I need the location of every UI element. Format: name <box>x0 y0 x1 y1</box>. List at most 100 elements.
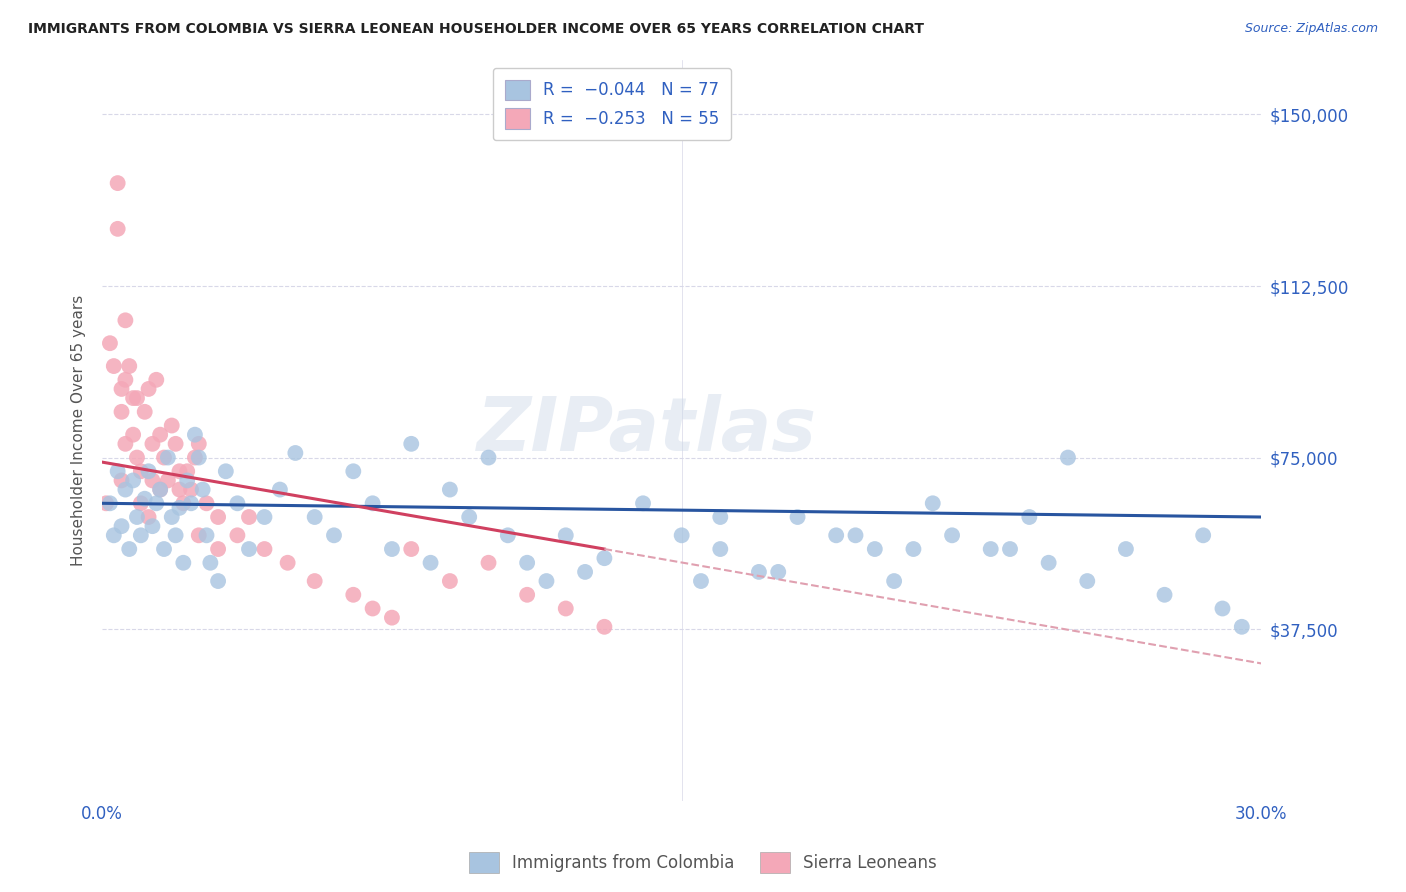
Point <box>172 496 194 510</box>
Point <box>207 574 229 588</box>
Point <box>138 464 160 478</box>
Point <box>149 427 172 442</box>
Point <box>141 474 163 488</box>
Point <box>238 510 260 524</box>
Point <box>122 427 145 442</box>
Point <box>187 528 209 542</box>
Point <box>941 528 963 542</box>
Point <box>134 405 156 419</box>
Legend: R =  −0.044   N = 77, R =  −0.253   N = 55: R = −0.044 N = 77, R = −0.253 N = 55 <box>494 68 731 140</box>
Point <box>269 483 291 497</box>
Point <box>169 464 191 478</box>
Point <box>176 474 198 488</box>
Point <box>149 483 172 497</box>
Point <box>114 483 136 497</box>
Point <box>419 556 441 570</box>
Point <box>110 382 132 396</box>
Point <box>477 556 499 570</box>
Point <box>187 437 209 451</box>
Point <box>439 574 461 588</box>
Point <box>593 551 616 566</box>
Text: ZIPatlas: ZIPatlas <box>477 393 817 467</box>
Point <box>399 437 422 451</box>
Point <box>1115 542 1137 557</box>
Point <box>165 528 187 542</box>
Point <box>631 496 654 510</box>
Point <box>184 427 207 442</box>
Point <box>114 373 136 387</box>
Point <box>176 464 198 478</box>
Point <box>103 528 125 542</box>
Point <box>122 474 145 488</box>
Point <box>145 373 167 387</box>
Point <box>153 542 176 557</box>
Point <box>215 464 238 478</box>
Point <box>342 464 364 478</box>
Point <box>496 528 519 542</box>
Point <box>1057 450 1080 465</box>
Point <box>226 496 249 510</box>
Point <box>172 556 194 570</box>
Legend: Immigrants from Colombia, Sierra Leoneans: Immigrants from Colombia, Sierra Leonean… <box>463 846 943 880</box>
Point <box>574 565 596 579</box>
Point <box>107 222 129 236</box>
Point <box>825 528 848 542</box>
Point <box>207 510 229 524</box>
Point <box>921 496 943 510</box>
Point <box>748 565 770 579</box>
Point <box>165 437 187 451</box>
Point <box>145 496 167 510</box>
Point <box>118 359 141 373</box>
Point <box>160 510 183 524</box>
Point <box>593 620 616 634</box>
Point <box>323 528 346 542</box>
Point <box>141 437 163 451</box>
Text: Source: ZipAtlas.com: Source: ZipAtlas.com <box>1244 22 1378 36</box>
Point <box>187 450 209 465</box>
Point <box>709 542 731 557</box>
Point <box>169 500 191 515</box>
Point <box>690 574 713 588</box>
Point <box>399 542 422 557</box>
Point <box>477 450 499 465</box>
Point <box>110 474 132 488</box>
Point <box>238 542 260 557</box>
Point <box>153 450 176 465</box>
Point <box>1230 620 1253 634</box>
Point <box>536 574 558 588</box>
Point <box>169 483 191 497</box>
Point <box>1018 510 1040 524</box>
Point <box>134 491 156 506</box>
Point <box>439 483 461 497</box>
Point <box>304 574 326 588</box>
Point <box>768 565 790 579</box>
Point <box>284 446 307 460</box>
Point <box>103 359 125 373</box>
Point <box>125 450 148 465</box>
Point <box>1211 601 1233 615</box>
Point <box>381 542 404 557</box>
Point <box>184 450 207 465</box>
Point <box>160 418 183 433</box>
Point <box>980 542 1002 557</box>
Point <box>304 510 326 524</box>
Point <box>844 528 866 542</box>
Point <box>129 496 152 510</box>
Point <box>1192 528 1215 542</box>
Point <box>114 437 136 451</box>
Point <box>107 464 129 478</box>
Point <box>253 510 276 524</box>
Point <box>98 496 121 510</box>
Point <box>107 176 129 190</box>
Point <box>125 510 148 524</box>
Point <box>110 519 132 533</box>
Point <box>226 528 249 542</box>
Point <box>1153 588 1175 602</box>
Point <box>138 510 160 524</box>
Point <box>94 496 117 510</box>
Point <box>180 496 202 510</box>
Point <box>110 405 132 419</box>
Point <box>786 510 808 524</box>
Point <box>516 556 538 570</box>
Point <box>342 588 364 602</box>
